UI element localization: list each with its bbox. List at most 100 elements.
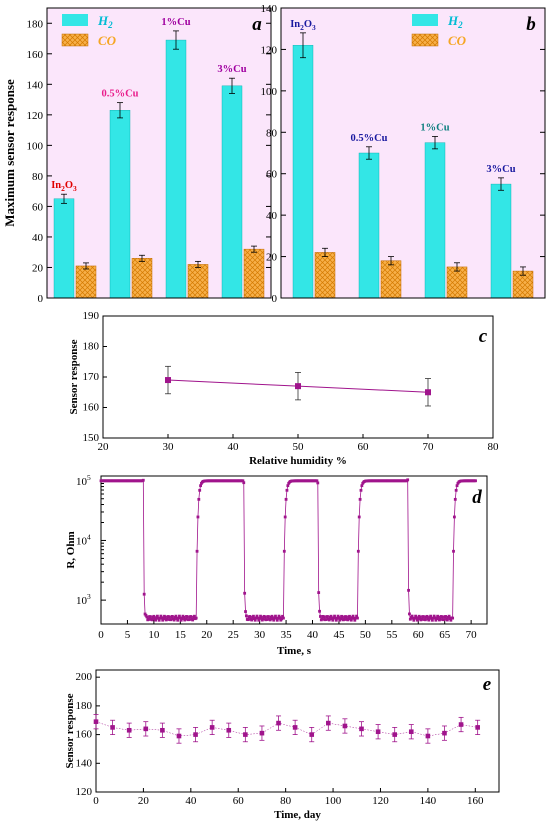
data-point — [341, 615, 344, 619]
data-point — [167, 615, 171, 619]
label-subscript: 2 — [61, 184, 65, 193]
data-point — [256, 616, 260, 620]
legend-co-swatch — [61, 33, 89, 47]
y-tick-label: 0 — [38, 293, 44, 305]
data-point — [176, 618, 180, 622]
panel-a: 020406080100120140160180In2O30.5%Cu1%Cu3… — [2, 7, 272, 305]
data-point — [261, 617, 265, 621]
data-point — [342, 723, 348, 729]
legend-h2-subscript: 2 — [107, 20, 113, 30]
label-text: O — [304, 19, 312, 30]
h2-bar — [358, 152, 380, 299]
data-point — [356, 549, 360, 553]
y-tick-exponent: 4 — [87, 532, 91, 541]
legend-co-label: CO — [448, 33, 467, 48]
data-point — [339, 617, 343, 621]
data-point — [335, 616, 339, 620]
data-point — [442, 618, 446, 622]
y-tick-label: 10 — [76, 535, 88, 547]
data-point — [375, 729, 381, 735]
data-point — [244, 610, 247, 613]
data-point — [93, 719, 99, 724]
group-label: 0.5%Cu — [350, 133, 387, 144]
data-point — [408, 617, 412, 621]
y-tick-label: 80 — [266, 127, 278, 139]
panel-letter: d — [472, 487, 482, 508]
data-point — [358, 497, 362, 501]
data-point — [270, 614, 274, 618]
data-point — [315, 479, 319, 483]
data-point — [197, 497, 201, 501]
data-point — [406, 478, 410, 482]
data-point — [185, 615, 189, 619]
data-point — [177, 616, 180, 620]
y-tick-base: 10 — [76, 535, 88, 547]
data-point — [184, 617, 188, 621]
legend-co-label: CO — [98, 33, 117, 48]
co-bar — [75, 265, 97, 299]
x-tick-label: 60 — [413, 629, 425, 641]
data-point — [178, 614, 181, 618]
data-point — [412, 618, 416, 622]
group-label: In2O3 — [51, 180, 77, 193]
data-point — [427, 618, 431, 622]
data-point — [452, 549, 455, 553]
data-point — [324, 618, 328, 621]
h2-bar — [53, 198, 75, 299]
data-point — [444, 615, 447, 618]
data-point — [141, 478, 145, 482]
data-point — [330, 617, 334, 621]
data-point — [258, 617, 262, 620]
x-tick-label: 70 — [423, 441, 435, 453]
data-point — [413, 616, 417, 620]
x-tick-label: 40 — [228, 441, 240, 453]
data-point — [196, 515, 200, 519]
x-tick-label: 55 — [386, 629, 398, 641]
data-point — [418, 615, 422, 619]
data-point — [420, 617, 424, 621]
data-point — [150, 618, 154, 622]
legend-h2-swatch — [62, 14, 88, 26]
data-point — [334, 618, 338, 622]
data-point — [349, 618, 353, 622]
data-point — [422, 615, 425, 619]
y-tick-label: 170 — [83, 371, 100, 383]
data-point — [360, 484, 364, 488]
data-point — [179, 618, 183, 622]
data-point — [182, 615, 186, 619]
data-point — [191, 618, 195, 622]
plot-frame — [100, 475, 488, 625]
data-point — [392, 732, 397, 737]
data-point — [156, 616, 160, 620]
data-point — [152, 614, 156, 618]
data-point — [317, 591, 321, 594]
y-tick-label: 80 — [32, 171, 44, 183]
data-point — [425, 614, 429, 618]
data-point — [265, 618, 269, 621]
y-tick-label: 40 — [266, 210, 278, 222]
data-point — [178, 616, 182, 620]
x-tick-label: 160 — [467, 795, 484, 807]
data-point — [295, 383, 301, 390]
plot-frame — [280, 7, 546, 299]
data-point — [245, 614, 248, 618]
data-point — [432, 614, 436, 618]
co-bar — [380, 260, 402, 299]
data-point — [430, 618, 434, 622]
data-point — [165, 617, 169, 621]
label-text: In — [290, 19, 300, 30]
y-tick-label: 190 — [83, 310, 100, 322]
data-point — [276, 616, 280, 620]
data-point — [455, 484, 459, 488]
y-tick-label: 180 — [76, 700, 93, 712]
panel-letter: b — [526, 14, 536, 35]
label-text: In — [51, 180, 61, 191]
h2-bar — [490, 183, 512, 299]
data-point — [408, 729, 414, 735]
data-point — [143, 726, 149, 732]
data-point — [318, 609, 321, 613]
data-point — [284, 497, 288, 501]
data-point — [255, 614, 259, 618]
data-point — [176, 733, 182, 739]
series-line — [95, 721, 478, 737]
